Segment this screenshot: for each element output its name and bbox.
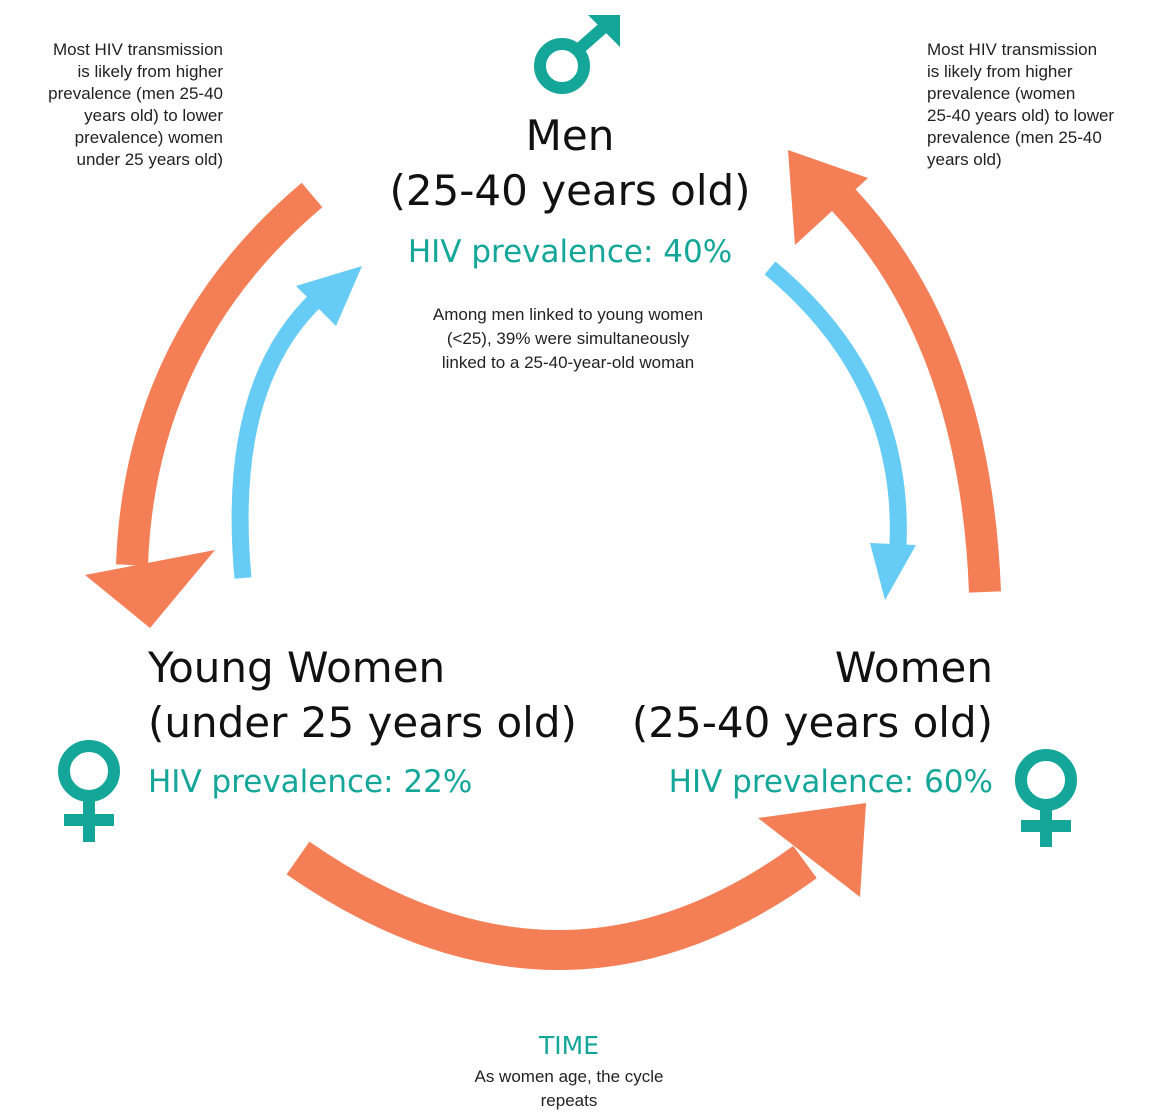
note-line: prevalence (women — [927, 84, 1075, 103]
node-title: (25-40 years old) — [632, 698, 993, 747]
arrowhead — [788, 150, 868, 245]
note-line: prevalence (men 25-40 — [927, 128, 1102, 147]
note-line: years old) — [927, 150, 1002, 169]
node-title: (25-40 years old) — [389, 166, 750, 215]
note-line: under 25 years old) — [77, 150, 223, 169]
time-text: As women age, the cycle — [475, 1067, 664, 1086]
time-label: TIME — [538, 1031, 599, 1060]
node-title: (under 25 years old) — [148, 698, 577, 747]
note-line: prevalence (men 25-40 — [48, 84, 223, 103]
note-line: is likely from higher — [927, 62, 1073, 81]
arrowhead — [870, 543, 916, 600]
female-symbol-right — [1015, 749, 1077, 847]
orange-arrows — [85, 150, 1001, 970]
arrowhead — [758, 803, 866, 897]
note-line: years old) to lower — [84, 106, 223, 125]
node-title: Women — [835, 643, 993, 692]
blue-arrows — [231, 261, 916, 600]
node-prevalence: HIV prevalence: 60% — [669, 764, 993, 800]
note-line: (<25), 39% were simultaneously — [447, 329, 690, 348]
arrow-men-to-women — [764, 261, 907, 546]
arrow-time — [286, 841, 817, 970]
arrow-women-to-men — [820, 176, 1001, 593]
node-prevalence: HIV prevalence: 22% — [148, 764, 472, 800]
note-line: is likely from higher — [78, 62, 224, 81]
note-line: Among men linked to young women — [433, 305, 703, 324]
arrowhead — [296, 266, 362, 326]
male-symbol — [534, 15, 620, 94]
female-symbol-left — [58, 740, 120, 842]
arrowhead — [85, 550, 215, 628]
center-note: Among men linked to young women (<25), 3… — [433, 305, 703, 372]
note-line: 25-40 years old) to lower — [927, 106, 1114, 125]
note-line: Most HIV transmission — [927, 40, 1097, 59]
node-title: Young Women — [147, 643, 445, 692]
arrow-men-to-young — [116, 182, 323, 566]
note-line: linked to a 25-40-year-old woman — [442, 353, 694, 372]
arrow-young-to-men — [231, 291, 324, 579]
node-title: Men — [526, 111, 615, 160]
node-prevalence: HIV prevalence: 40% — [408, 234, 732, 270]
left-note: Most HIV transmission is likely from hig… — [48, 40, 223, 169]
note-line: Most HIV transmission — [53, 40, 223, 59]
time-text: repeats — [541, 1091, 598, 1110]
right-note: Most HIV transmission is likely from hig… — [927, 40, 1114, 169]
note-line: prevalence) women — [75, 128, 223, 147]
